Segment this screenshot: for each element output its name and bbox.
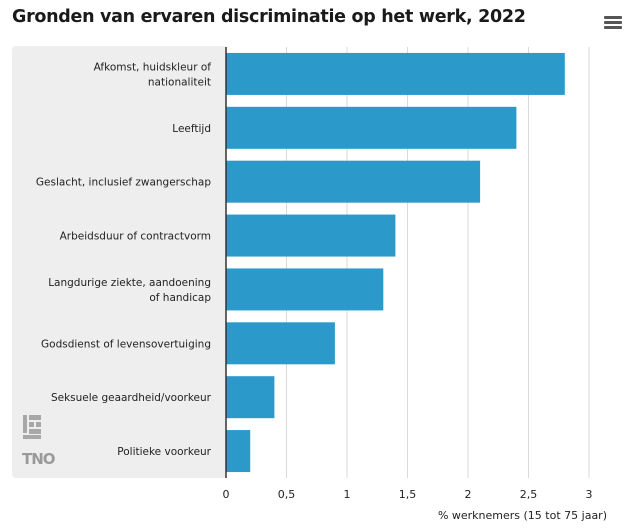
bar xyxy=(226,214,396,257)
category-label-panel xyxy=(12,46,226,478)
category-label: nationaliteit xyxy=(148,76,211,88)
chart-title: Gronden van ervaren discriminatie op het… xyxy=(12,7,526,27)
tno-logo-text: TNO xyxy=(22,450,56,468)
x-tick-label: 0,5 xyxy=(278,488,296,501)
x-tick-label: 3 xyxy=(586,488,593,501)
category-label: Arbeidsduur of contractvorm xyxy=(60,231,211,243)
bar xyxy=(226,268,384,311)
bar xyxy=(226,322,335,365)
bar xyxy=(226,106,517,149)
x-tick-label: 0 xyxy=(223,488,230,501)
x-tick-label: 2,5 xyxy=(520,488,538,501)
category-label: Leeftijd xyxy=(172,123,211,135)
category-label: Geslacht, inclusief zwangerschap xyxy=(36,177,211,189)
tno-logo-icon xyxy=(23,415,41,439)
x-tick-label: 1,5 xyxy=(399,488,417,501)
category-label: Seksuele geaardheid/voorkeur xyxy=(51,392,212,404)
x-tick-label: 1 xyxy=(344,488,351,501)
hamburger-menu-icon[interactable] xyxy=(604,16,622,30)
category-label: Godsdienst of levensovertuiging xyxy=(41,338,211,350)
bar xyxy=(226,376,275,419)
bar xyxy=(226,430,251,473)
bar xyxy=(226,52,565,95)
category-label: Politieke voorkeur xyxy=(117,446,211,458)
bar xyxy=(226,160,481,203)
category-label: of handicap xyxy=(149,292,211,304)
x-tick-label: 2 xyxy=(465,488,472,501)
category-label: Afkomst, huidskleur of xyxy=(94,61,212,73)
x-axis-label: % werknemers (15 tot 75 jaar) xyxy=(438,509,607,522)
category-label: Langdurige ziekte, aandoening xyxy=(48,277,211,289)
